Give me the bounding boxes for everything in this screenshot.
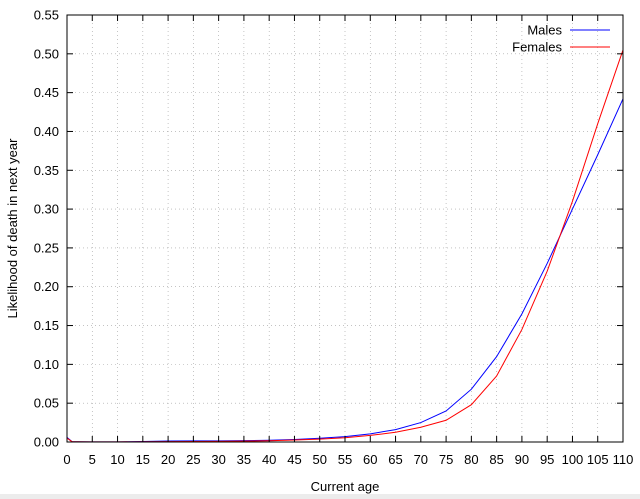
y-tick-label: 0.00 [34,435,59,450]
x-tick-label: 45 [287,452,301,467]
x-tick-label: 90 [515,452,529,467]
x-tick-label: 100 [562,452,584,467]
x-tick-label: 15 [136,452,150,467]
y-tick-label: 0.55 [34,8,59,23]
x-tick-label: 110 [613,452,634,467]
series-line-males [66,98,624,443]
x-tick-label: 95 [540,452,554,467]
legend-label: Males [527,23,562,38]
y-tick-label: 0.30 [34,202,59,217]
x-tick-label: 30 [211,452,225,467]
x-tick-label: 60 [363,452,377,467]
y-tick-label: 0.35 [34,163,59,178]
y-tick-label: 0.20 [34,279,59,294]
y-axis: 0.00 0.05 0.10 0.15 0.20 0.25 0.30 0.35 0.40 0.45… [34,8,623,450]
x-axis: 0 5 10 15 20 25 30 35 40 45 50 55 60 65 70 75 80 85 90 95 10… [63,15,633,467]
grid [66,14,624,443]
legend: Males Females [512,23,610,55]
x-tick-label: 10 [110,452,124,467]
y-tick-label: 0.50 [34,46,59,61]
x-tick-label: 35 [237,452,251,467]
x-tick-label: 0 [63,452,70,467]
x-tick-label: 105 [587,452,609,467]
x-axis-label: Current age [311,479,380,494]
x-tick-label: 20 [161,452,175,467]
y-tick-label: 0.25 [34,240,59,255]
x-tick-label: 85 [489,452,503,467]
y-axis-label: Likelihood of death in next year [5,138,20,319]
x-tick-label: 40 [262,452,276,467]
x-tick-label: 80 [464,452,478,467]
legend-label: Females [512,40,562,55]
x-tick-label: 50 [312,452,326,467]
x-tick-label: 70 [414,452,428,467]
y-tick-label: 0.10 [34,357,59,372]
y-tick-label: 0.05 [34,396,59,411]
y-tick-label: 0.40 [34,124,59,139]
x-tick-label: 5 [89,452,96,467]
y-tick-label: 0.15 [34,318,59,333]
x-tick-label: 75 [439,452,453,467]
x-tick-label: 25 [186,452,200,467]
y-tick-label: 0.45 [34,85,59,100]
window-bottom-edge [0,494,640,499]
x-tick-label: 65 [388,452,402,467]
x-tick-label: 55 [338,452,352,467]
